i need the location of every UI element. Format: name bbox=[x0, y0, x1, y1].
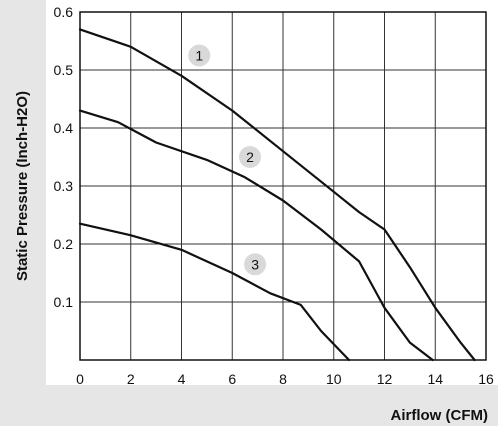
grid-layer bbox=[80, 12, 486, 360]
x-tick-label: 6 bbox=[228, 371, 236, 387]
left-margin-band bbox=[0, 0, 46, 426]
series-line-2 bbox=[78, 109, 434, 362]
x-tick-label: 12 bbox=[377, 371, 393, 387]
bottom-margin-band bbox=[0, 385, 498, 426]
y-tick-label: 0.6 bbox=[54, 4, 74, 20]
series-badge-label: 2 bbox=[246, 149, 254, 165]
series-layer bbox=[78, 28, 476, 362]
y-tick-label: 0.2 bbox=[54, 236, 74, 252]
x-axis-title: Airflow (CFM) bbox=[391, 407, 488, 424]
y-tick-label: 0.4 bbox=[54, 120, 74, 136]
x-tick-label: 16 bbox=[478, 371, 494, 387]
y-axis-title: Static Pressure (Inch-H2O) bbox=[14, 91, 31, 281]
x-tick-label: 4 bbox=[178, 371, 186, 387]
series-line-1 bbox=[78, 28, 476, 362]
series-badge-label: 1 bbox=[195, 48, 203, 64]
series-badge-label: 3 bbox=[251, 256, 259, 272]
x-tick-label: 2 bbox=[127, 371, 135, 387]
series-badge-1 bbox=[188, 44, 211, 67]
series-label-layer: 1 2 3 bbox=[188, 44, 267, 276]
tick-label-layer: 0 2 4 6 8 10 12 14 160.10.20.30.40.50.6 bbox=[54, 4, 494, 387]
series-line-3 bbox=[78, 222, 351, 362]
x-tick-label: 8 bbox=[279, 371, 287, 387]
series-badge-3 bbox=[244, 253, 267, 276]
x-tick-label: 10 bbox=[326, 371, 342, 387]
y-tick-label: 0.5 bbox=[54, 62, 74, 78]
y-tick-label: 0.1 bbox=[54, 294, 74, 310]
x-tick-label: 0 bbox=[76, 371, 84, 387]
series-badge-2 bbox=[239, 146, 262, 168]
plot-frame bbox=[79, 11, 487, 361]
x-tick-label: 14 bbox=[427, 371, 443, 387]
content-background bbox=[46, 0, 498, 385]
y-tick-label: 0.3 bbox=[54, 178, 74, 194]
